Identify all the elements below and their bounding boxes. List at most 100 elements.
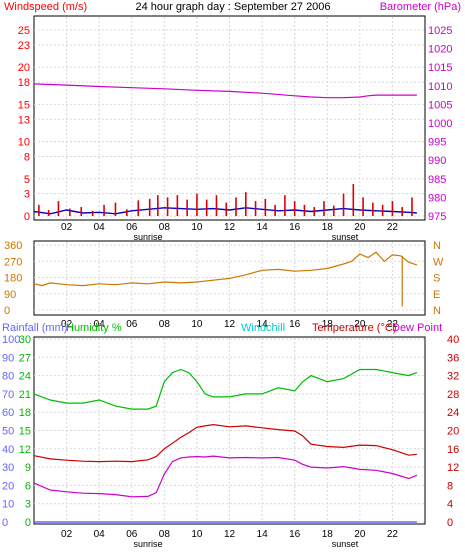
barometer-line (33, 83, 417, 99)
rainfall-ticks: 0 10 20 30 40 50 60 70 80 90 100 (2, 334, 20, 529)
windspeed-tick-label: 25 (18, 25, 30, 37)
temperature-tick-label: 20 (447, 426, 459, 438)
humidity-tick-label: 27 (19, 352, 31, 364)
x-tick-label: 06 (126, 222, 138, 233)
temperature-tick-label: 8 (447, 480, 453, 492)
panel3-x-ticks: 02 04 06 08 10 12 14 16 18 20 22 (61, 529, 398, 540)
barometer-axis-label: Barometer (hPa) (380, 1, 461, 13)
barometer-tick-label: 1015 (428, 62, 452, 74)
x-tick-label: 18 (322, 222, 334, 233)
humidity-tick-label: 18 (19, 407, 31, 419)
x-tick-label: 16 (289, 319, 301, 330)
x-tick-label: 08 (159, 529, 171, 540)
rainfall-tick-label: 90 (2, 352, 14, 364)
x-tick-label: 06 (126, 529, 138, 540)
rainfall-tick-label: 40 (2, 444, 14, 456)
panel3-series (33, 368, 418, 523)
windspeed-tick-label: 13 (18, 114, 30, 126)
x-tick-label: 04 (94, 222, 106, 233)
x-tick-label: 18 (322, 319, 334, 330)
dewpoint-axis-label: Dew Point (392, 322, 442, 334)
rainfall-tick-label: 70 (2, 389, 14, 401)
panel3-grid (34, 338, 425, 523)
windspeed-line (33, 207, 417, 215)
temperature-tick-label: 16 (447, 444, 459, 456)
x-tick-label: 12 (224, 319, 236, 330)
temperature-humidity-panel: Rainfall (mm) Humidity % Windchill Tempe… (2, 322, 459, 549)
sunset-label: sunset (332, 539, 359, 549)
x-tick-label: 02 (61, 319, 73, 330)
windspeed-tick-label: 18 (18, 77, 30, 89)
windspeed-tick-label: 3 (24, 189, 30, 201)
direction-tick-label: 0 (4, 305, 10, 317)
temperature-tick-label: 0 (447, 517, 453, 529)
windchill-axis-label: Windchill (241, 322, 285, 334)
panel1-grid (34, 17, 425, 219)
x-tick-label: 16 (289, 222, 301, 233)
x-tick-label: 10 (191, 222, 203, 233)
x-tick-label: 12 (224, 529, 236, 540)
panel1-x-ticks: 02 04 06 08 10 12 14 16 18 20 22 (61, 222, 398, 233)
humidity-tick-label: 24 (19, 371, 31, 383)
barometer-tick-label: 975 (428, 211, 446, 223)
windspeed-tick-label: 5 (24, 174, 30, 186)
windspeed-tick-label: 23 (18, 40, 30, 52)
x-tick-label: 14 (257, 529, 269, 540)
temperature-line (33, 423, 417, 463)
humidity-tick-label: 12 (19, 444, 31, 456)
barometer-tick-label: 1025 (428, 25, 452, 37)
sunrise-label: sunrise (133, 232, 162, 242)
humidity-tick-label: 21 (19, 389, 31, 401)
x-tick-label: 14 (257, 222, 269, 233)
x-tick-label: 20 (354, 222, 366, 233)
direction-tick-label: 360 (4, 240, 22, 252)
x-tick-label: 06 (126, 319, 138, 330)
compass-label: E (433, 289, 440, 301)
dewpoint-line (33, 455, 418, 498)
direction-tick-label: 270 (4, 256, 22, 268)
wind-direction-line (33, 251, 418, 287)
rainfall-tick-label: 0 (2, 517, 8, 529)
panel2-x-ticks: 02 04 06 08 10 12 14 16 18 20 22 (61, 319, 398, 330)
temperature-tick-label: 28 (447, 389, 459, 401)
direction-tick-label: 180 (4, 273, 22, 285)
x-tick-label: 18 (322, 529, 334, 540)
humidity-tick-label: 15 (19, 426, 31, 438)
x-tick-label: 04 (94, 319, 106, 330)
humidity-line (33, 368, 418, 410)
sunset-label: sunset (332, 232, 359, 242)
sunrise-label: sunrise (133, 539, 162, 549)
wind-barometer-panel: Windspeed (m/s) 24 hour graph day : Sept… (4, 1, 461, 242)
humidity-tick-label: 6 (25, 480, 31, 492)
windspeed-tick-label: 10 (18, 137, 30, 149)
panel2-series (33, 251, 418, 307)
panel1-frame (33, 15, 426, 221)
rainfall-axis-label: Rainfall (mm) (2, 322, 67, 334)
barometer-ticks: 975 980 985 990 995 1000 1005 1010 1015 1020 1025 (428, 25, 452, 223)
barometer-tick-label: 985 (428, 174, 446, 186)
temperature-ticks: 0 4 8 12 16 20 24 28 32 36 40 (447, 334, 459, 529)
x-tick-label: 22 (387, 222, 399, 233)
x-tick-label: 20 (354, 319, 366, 330)
x-tick-label: 12 (224, 222, 236, 233)
rainfall-tick-label: 30 (2, 462, 14, 474)
x-tick-label: 08 (159, 319, 171, 330)
humidity-tick-label: 9 (25, 462, 31, 474)
x-tick-label: 02 (61, 529, 73, 540)
windspeed-tick-label: 8 (24, 151, 30, 163)
barometer-tick-label: 1005 (428, 99, 452, 111)
x-tick-label: 10 (191, 529, 203, 540)
rainfall-tick-label: 20 (2, 480, 14, 492)
x-tick-label: 08 (159, 222, 171, 233)
humidity-tick-label: 30 (19, 334, 31, 346)
windspeed-tick-label: 20 (18, 62, 30, 74)
x-tick-label: 02 (61, 222, 73, 233)
humidity-tick-label: 3 (25, 499, 31, 511)
x-tick-label: 22 (387, 319, 399, 330)
barometer-tick-label: 1000 (428, 118, 452, 130)
barometer-tick-label: 990 (428, 155, 446, 167)
x-tick-label: 14 (257, 319, 269, 330)
windspeed-ticks: 0 3 5 8 10 13 15 18 20 23 25 (18, 25, 30, 223)
temperature-tick-label: 24 (447, 407, 459, 419)
